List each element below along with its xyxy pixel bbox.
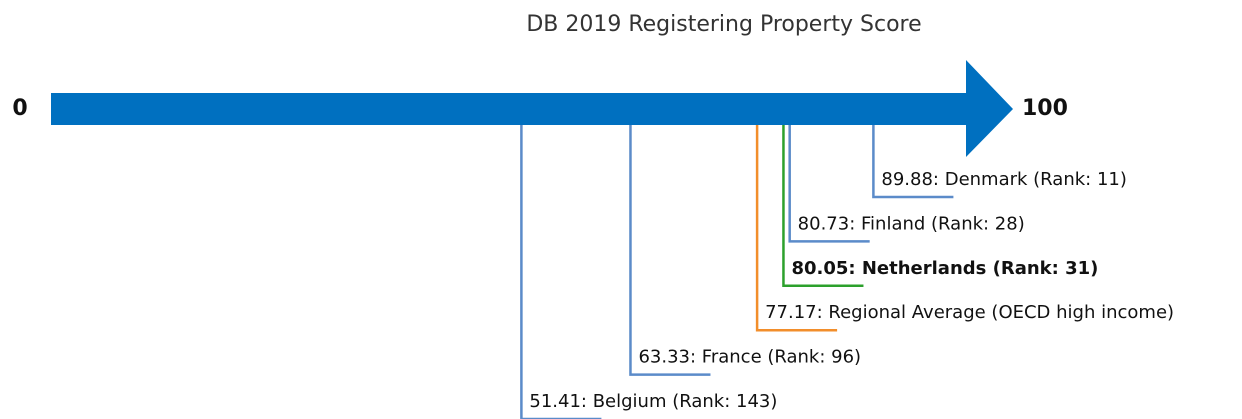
leader-line (629, 125, 711, 376)
data-label: 89.88: Denmark (Rank: 11) (881, 169, 1126, 190)
leader-line (872, 125, 954, 199)
leader-line (520, 125, 602, 419)
chart-title: DB 2019 Registering Property Score (526, 12, 921, 37)
data-label: 63.33: France (Rank: 96) (638, 347, 861, 368)
axis-arrow (51, 60, 1013, 157)
data-label: 77.17: Regional Average (OECD high incom… (765, 302, 1174, 323)
leader-line (755, 125, 838, 332)
axis-end-label: 0 (12, 96, 27, 121)
leader-line (782, 125, 864, 288)
data-label: 80.73: Finland (Rank: 28) (798, 213, 1025, 234)
axis-end-label: 100 (1022, 96, 1068, 121)
leader-line (788, 125, 870, 243)
data-label: 51.41: Belgium (Rank: 143) (529, 391, 777, 412)
data-label: 80.05: Netherlands (Rank: 31) (791, 258, 1098, 279)
